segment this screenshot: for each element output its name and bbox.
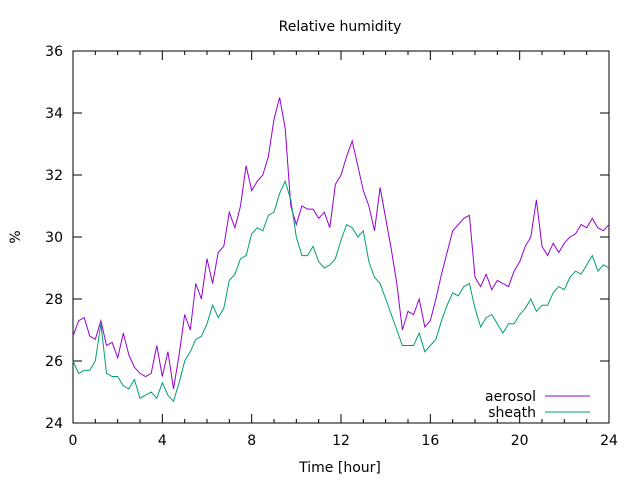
series-line-sheath (72, 179, 610, 403)
y-tick-label: 26 (45, 354, 63, 370)
legend: aerosol sheath (485, 389, 590, 421)
y-tick-label: 36 (45, 44, 63, 60)
x-axis-label: Time [hour] (298, 460, 381, 476)
y-tick-label: 32 (45, 168, 63, 184)
x-tick-label: 8 (247, 433, 256, 449)
y-axis-label: % (8, 230, 24, 243)
x-tick-label: 20 (511, 433, 529, 449)
y-tick-label: 28 (45, 292, 63, 308)
plot-border (72, 50, 610, 424)
legend-label-sheath: sheath (488, 405, 536, 421)
y-tick-label: 24 (45, 416, 63, 432)
y-tick-label: 34 (45, 106, 63, 122)
x-tick-label: 0 (69, 433, 78, 449)
x-tick-label: 16 (421, 433, 439, 449)
series-line-aerosol (72, 97, 610, 389)
x-tick-label: 4 (158, 433, 167, 449)
legend-label-aerosol: aerosol (485, 389, 536, 405)
y-tick-label: 30 (45, 230, 63, 246)
chart-title: Relative humidity (279, 19, 402, 35)
x-tick-label: 24 (600, 433, 618, 449)
x-tick-label: 12 (332, 433, 350, 449)
